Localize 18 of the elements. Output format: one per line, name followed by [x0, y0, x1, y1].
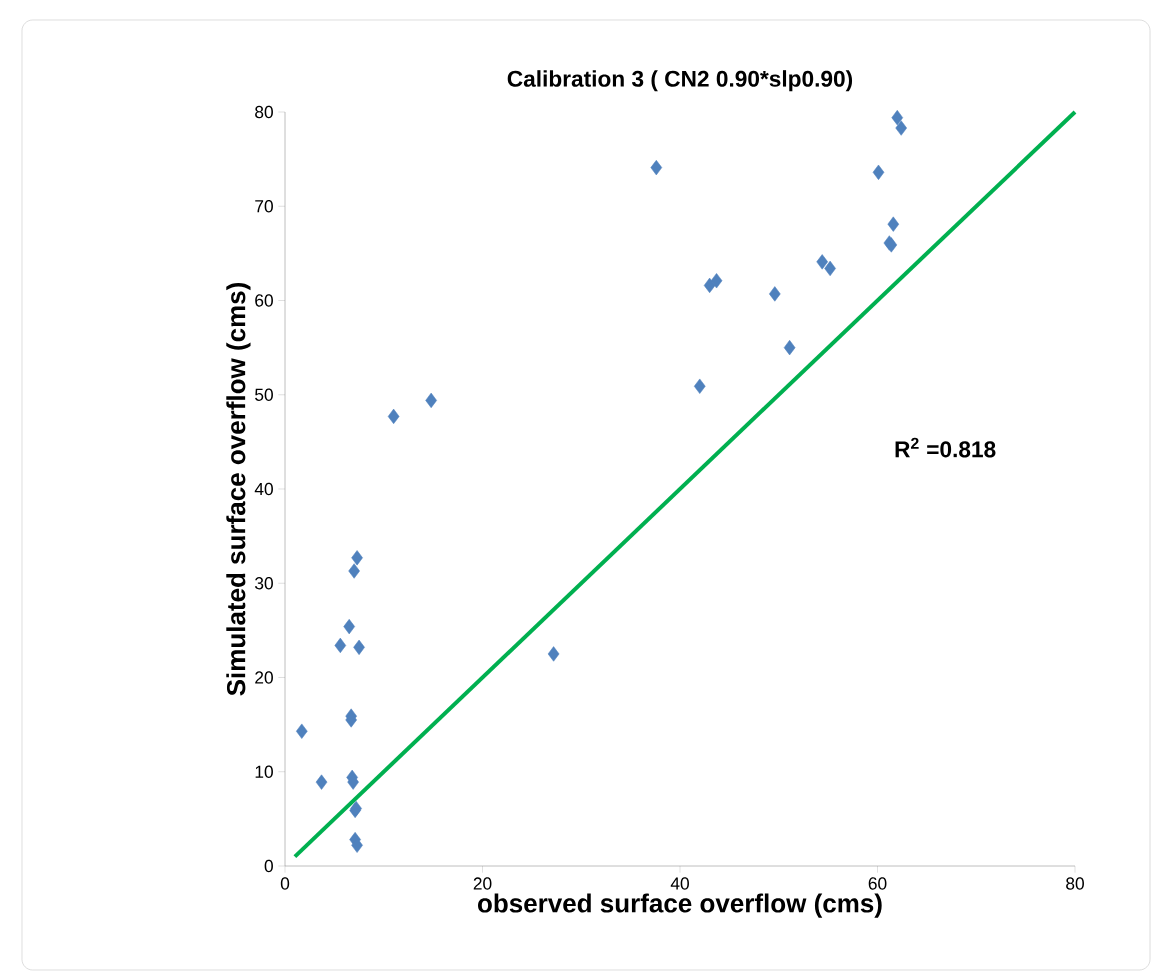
y-tick-label: 20 — [255, 671, 273, 684]
x-tick-label: 0 — [280, 877, 290, 890]
x-tick-label: 60 — [868, 877, 887, 890]
y-tick-label: 50 — [255, 388, 273, 401]
y-tick-label: 10 — [255, 765, 273, 778]
y-tick-label: 70 — [255, 200, 273, 213]
x-tick-label: 20 — [473, 877, 492, 890]
chart-title: Calibration 3 ( CN2 0.90*slp0.90) — [507, 70, 853, 92]
x-axis-title: observed surface overflow (cms) — [478, 893, 882, 918]
y-axis-title: Simulated surface overflow (cms) — [226, 282, 251, 696]
x-tick-label: 80 — [1066, 877, 1084, 890]
x-tick-label: 40 — [670, 877, 689, 890]
y-tick-label: 60 — [255, 294, 273, 307]
y-tick-label: 40 — [254, 482, 273, 496]
annotation: R$^{2}$ =0.818 — [895, 437, 996, 458]
y-tick-label: 80 — [255, 105, 273, 119]
y-tick-label: 0 — [264, 859, 273, 873]
y-tick-label: 30 — [255, 577, 273, 590]
